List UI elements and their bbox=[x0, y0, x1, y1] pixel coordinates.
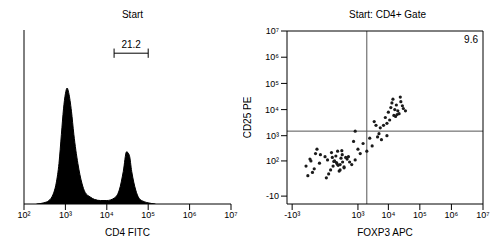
html-text:Start: Start bbox=[121, 9, 144, 20]
svg-text:10⁵: 10⁵ bbox=[413, 210, 427, 220]
svg-text:10⁷: 10⁷ bbox=[224, 210, 237, 220]
svg-text:10⁶: 10⁶ bbox=[265, 52, 279, 62]
svg-text:10²: 10² bbox=[17, 210, 30, 220]
svg-text:10⁴: 10⁴ bbox=[100, 210, 114, 220]
svg-text:10²: 10² bbox=[266, 156, 279, 166]
svg-text:10³: 10³ bbox=[266, 131, 279, 141]
svg-text:9.6: 9.6 bbox=[464, 34, 478, 45]
svg-text:10⁵: 10⁵ bbox=[141, 210, 155, 220]
svg-text:10⁶: 10⁶ bbox=[445, 210, 459, 220]
svg-text:CD25 PE: CD25 PE bbox=[243, 96, 253, 138]
svg-text:21.2: 21.2 bbox=[121, 39, 141, 50]
svg-text:10⁴: 10⁴ bbox=[381, 210, 395, 220]
svg-text:-10³: -10³ bbox=[284, 210, 300, 220]
svg-text:10⁵: 10⁵ bbox=[265, 79, 279, 89]
svg-text:-10: -10 bbox=[266, 191, 279, 201]
svg-text:10⁶: 10⁶ bbox=[183, 210, 197, 220]
svg-text:10⁷: 10⁷ bbox=[266, 26, 279, 36]
svg-text:FOXP3 APC: FOXP3 APC bbox=[357, 227, 413, 238]
svg-text:CD4 FITC: CD4 FITC bbox=[105, 227, 150, 238]
svg-text:10³: 10³ bbox=[59, 210, 72, 220]
svg-text:10³: 10³ bbox=[351, 210, 364, 220]
svg-text:10⁷: 10⁷ bbox=[476, 210, 489, 220]
html-text:Start: CD4+ Gate: Start: CD4+ Gate bbox=[349, 9, 426, 20]
svg-text:10⁴: 10⁴ bbox=[265, 105, 279, 115]
